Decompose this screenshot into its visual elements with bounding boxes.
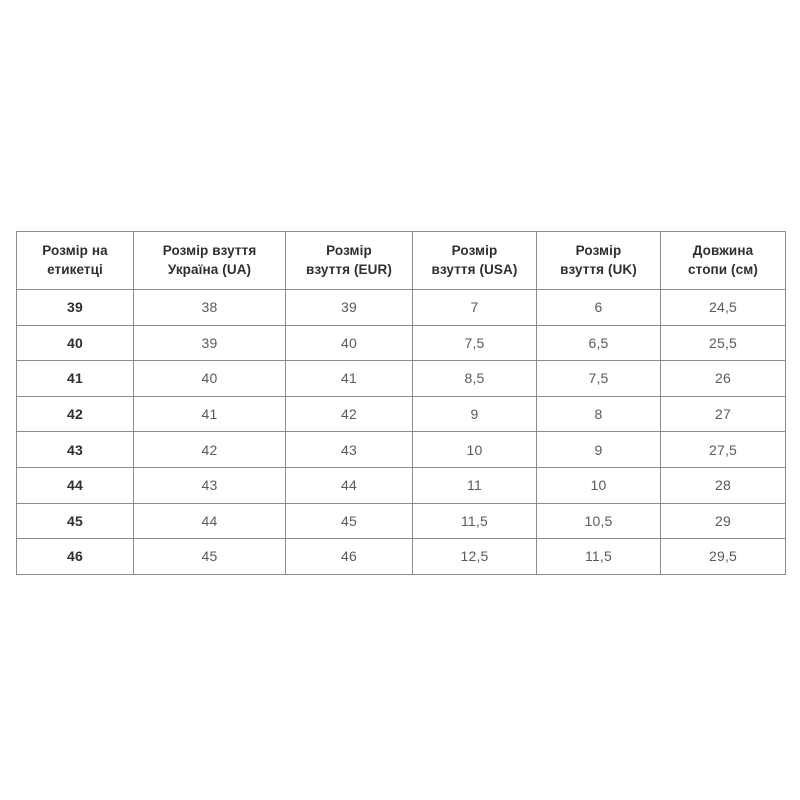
cell-ua-size: 42: [133, 431, 286, 468]
cell-eur-size: 44: [285, 466, 413, 504]
cell-usa-size: 10: [412, 431, 537, 468]
cell-uk-size: 11,5: [536, 538, 661, 575]
table-row: 46 45 46 12,5 11,5 29,5: [16, 538, 786, 575]
column-header-label-size: Розмір на етикетці: [16, 231, 134, 290]
cell-foot-length: 24,5: [660, 289, 786, 326]
cell-ua-size: 40: [133, 360, 286, 397]
column-header-uk-size: Розмір взуття (UK): [536, 231, 661, 290]
cell-ua-size: 45: [133, 538, 286, 575]
cell-foot-length: 26: [660, 360, 786, 397]
header-line-2: взуття (EUR): [306, 261, 392, 277]
column-header-eur-size: Розмір взуття (EUR): [285, 231, 413, 290]
cell-foot-length: 27,5: [660, 431, 786, 468]
cell-ua-size: 44: [133, 502, 286, 540]
cell-usa-size: 12,5: [412, 538, 537, 575]
cell-usa-size: 7,5: [412, 324, 537, 362]
cell-uk-size: 6: [536, 289, 661, 326]
cell-foot-length: 25,5: [660, 324, 786, 362]
cell-uk-size: 8: [536, 395, 661, 433]
cell-label-size: 44: [16, 466, 134, 504]
cell-foot-length: 29,5: [660, 538, 786, 575]
header-line-2: взуття (USA): [431, 261, 518, 277]
shoe-size-table: Розмір на етикетці Розмір взуття Україна…: [16, 231, 786, 575]
cell-usa-size: 9: [412, 395, 537, 433]
table-row: 39 38 39 7 6 24,5: [16, 289, 786, 326]
cell-uk-size: 6,5: [536, 324, 661, 362]
cell-eur-size: 45: [285, 502, 413, 540]
column-header-ua-size: Розмір взуття Україна (UA): [133, 231, 286, 290]
size-chart-container: Розмір на етикетці Розмір взуття Україна…: [16, 231, 786, 575]
header-line-2: стопи (см): [688, 261, 758, 277]
cell-eur-size: 41: [285, 360, 413, 397]
cell-label-size: 39: [16, 289, 134, 326]
header-line-1: Розмір взуття: [162, 242, 257, 258]
table-row: 43 42 43 10 9 27,5: [16, 431, 786, 468]
cell-foot-length: 27: [660, 395, 786, 433]
column-header-usa-size: Розмір взуття (USA): [412, 231, 537, 290]
cell-ua-size: 39: [133, 324, 286, 362]
header-line-1: Розмір: [451, 242, 498, 258]
cell-label-size: 42: [16, 395, 134, 433]
cell-eur-size: 43: [285, 431, 413, 468]
cell-label-size: 43: [16, 431, 134, 468]
column-header-foot-length: Довжина стопи (см): [660, 231, 786, 290]
cell-label-size: 41: [16, 360, 134, 397]
cell-label-size: 45: [16, 502, 134, 540]
cell-foot-length: 28: [660, 466, 786, 504]
table-row: 41 40 41 8,5 7,5 26: [16, 360, 786, 397]
cell-uk-size: 7,5: [536, 360, 661, 397]
table-row: 40 39 40 7,5 6,5 25,5: [16, 324, 786, 362]
cell-eur-size: 42: [285, 395, 413, 433]
table-header: Розмір на етикетці Розмір взуття Україна…: [16, 231, 786, 290]
cell-foot-length: 29: [660, 502, 786, 540]
header-line-2: Україна (UA): [167, 261, 252, 277]
header-row: Розмір на етикетці Розмір взуття Україна…: [16, 231, 786, 290]
header-line-2: етикетці: [47, 261, 103, 277]
header-line-1: Довжина: [692, 242, 754, 258]
cell-usa-size: 11: [412, 466, 537, 504]
cell-usa-size: 11,5: [412, 502, 537, 540]
cell-uk-size: 10: [536, 466, 661, 504]
cell-ua-size: 41: [133, 395, 286, 433]
cell-ua-size: 38: [133, 289, 286, 326]
header-line-1: Розмір на: [42, 242, 108, 258]
table-body: 39 38 39 7 6 24,5 40 39 40 7,5 6,5 25,5 …: [16, 289, 786, 575]
cell-eur-size: 46: [285, 538, 413, 575]
cell-label-size: 40: [16, 324, 134, 362]
cell-uk-size: 10,5: [536, 502, 661, 540]
cell-uk-size: 9: [536, 431, 661, 468]
header-line-1: Розмір: [575, 242, 622, 258]
cell-label-size: 46: [16, 538, 134, 575]
cell-eur-size: 40: [285, 324, 413, 362]
cell-usa-size: 7: [412, 289, 537, 326]
table-row: 42 41 42 9 8 27: [16, 395, 786, 433]
table-row: 45 44 45 11,5 10,5 29: [16, 502, 786, 540]
cell-usa-size: 8,5: [412, 360, 537, 397]
cell-eur-size: 39: [285, 289, 413, 326]
header-line-2: взуття (UK): [560, 261, 637, 277]
header-line-1: Розмір: [326, 242, 372, 258]
cell-ua-size: 43: [133, 466, 286, 504]
table-row: 44 43 44 11 10 28: [16, 466, 786, 504]
